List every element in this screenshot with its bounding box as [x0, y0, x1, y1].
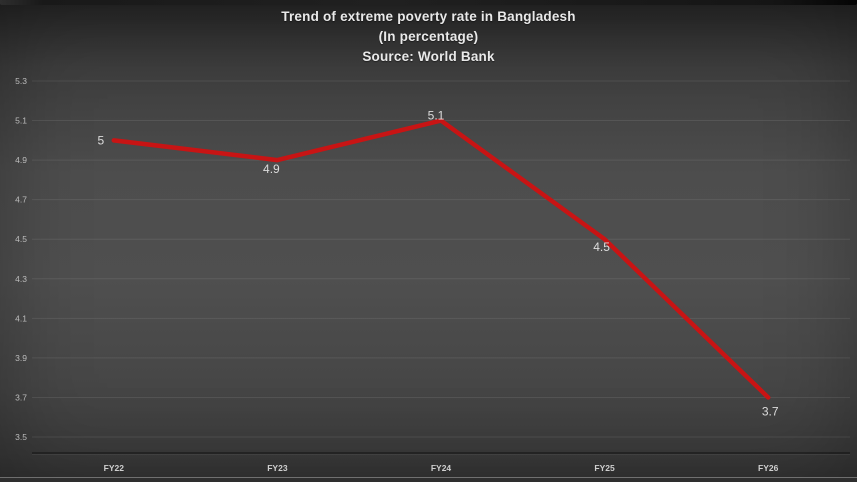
y-axis-tick-label: 4.7	[15, 195, 27, 205]
x-axis-category-label: FY22	[104, 463, 125, 473]
chart-source: Source: World Bank	[362, 49, 495, 64]
chart-title: Trend of extreme poverty rate in Banglad…	[281, 9, 576, 24]
data-point-label: 5.1	[428, 109, 445, 123]
y-axis-tick-label: 4.1	[15, 313, 27, 323]
x-axis-category-label: FY26	[758, 463, 779, 473]
y-axis-tick-label: 4.5	[15, 234, 27, 244]
data-point-label: 4.9	[263, 162, 280, 176]
poverty-rate-line	[111, 118, 771, 400]
top-accent-bar	[0, 0, 857, 5]
y-axis-tick-label: 5.3	[15, 76, 27, 86]
y-axis-tick-label: 4.3	[15, 274, 27, 284]
chart-subtitle: (In percentage)	[378, 29, 479, 44]
chart-title-block: Trend of extreme poverty rate in Banglad…	[0, 7, 857, 67]
y-axis-tick-label: 3.5	[15, 432, 27, 442]
y-axis-tick-label: 4.9	[15, 155, 27, 165]
bottom-divider	[0, 477, 857, 478]
x-axis-category-label: FY25	[594, 463, 615, 473]
x-axis-category-label: FY24	[431, 463, 452, 473]
y-axis-tick-label: 3.9	[15, 353, 27, 363]
y-axis-tick-label: 3.7	[15, 392, 27, 402]
data-point-label: 4.5	[593, 240, 610, 254]
bottom-edge-strip	[0, 478, 857, 482]
x-axis-category-label: FY23	[267, 463, 288, 473]
data-point-label: 3.7	[762, 404, 779, 418]
data-point-label: 5	[97, 133, 104, 147]
y-axis-tick-label: 5.1	[15, 116, 27, 126]
